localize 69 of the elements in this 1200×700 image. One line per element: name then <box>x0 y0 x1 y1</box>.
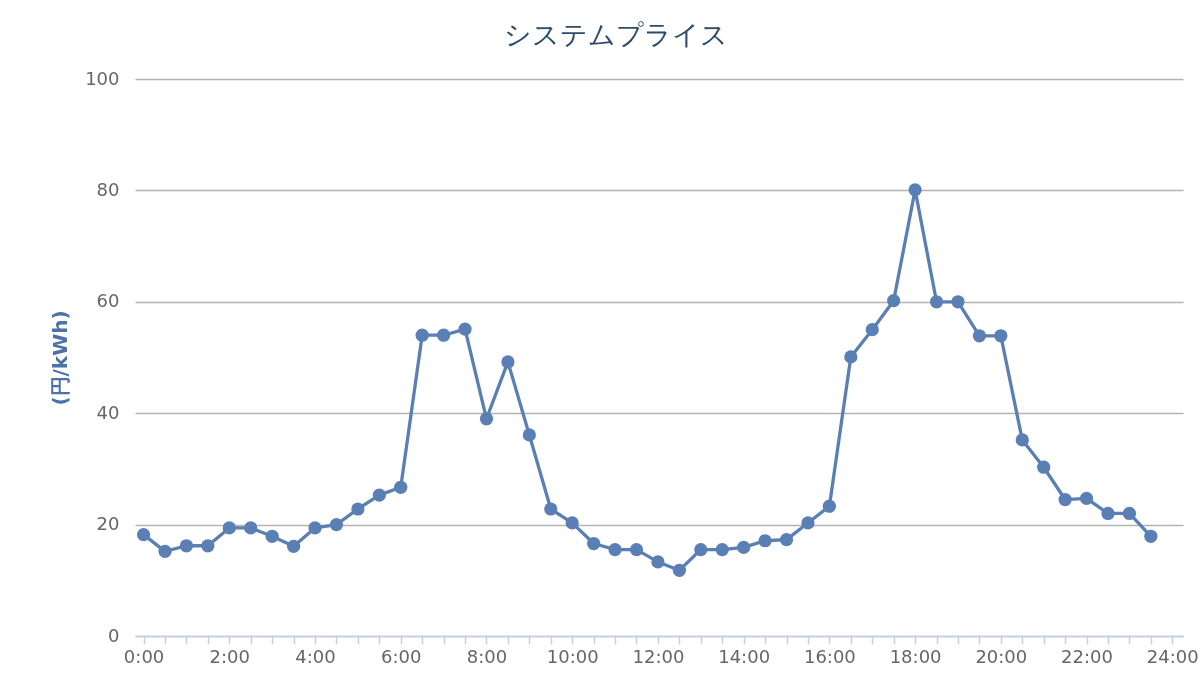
point <box>201 539 215 553</box>
point <box>1015 433 1029 447</box>
x-tick-label: 12:00 <box>632 645 685 667</box>
point <box>587 536 601 551</box>
point <box>822 499 836 513</box>
y-tick-label: 40 <box>96 401 120 423</box>
x-tick-label: 10:00 <box>546 645 599 667</box>
point <box>158 544 172 558</box>
chart-title: システムプライス <box>504 19 729 50</box>
point <box>608 543 622 557</box>
x-tick-label: 0:00 <box>123 645 165 667</box>
point <box>1058 492 1072 507</box>
x-tick-label: 24:00 <box>1146 645 1199 667</box>
point <box>865 323 879 337</box>
point <box>136 528 151 542</box>
point <box>1079 491 1094 506</box>
point <box>672 563 686 577</box>
point <box>394 480 408 494</box>
y-tick-label: 80 <box>96 178 120 200</box>
point <box>501 355 515 369</box>
point <box>222 521 236 535</box>
point <box>908 183 922 197</box>
point <box>779 533 794 547</box>
point <box>694 543 708 557</box>
x-tick-label: 14:00 <box>718 645 771 667</box>
point <box>244 521 258 535</box>
point <box>1101 506 1115 521</box>
x-tick-label: 18:00 <box>889 645 942 667</box>
point <box>1144 529 1158 543</box>
y-axis-title: (円/kWh) <box>48 310 73 406</box>
point <box>951 295 965 309</box>
point <box>372 488 386 502</box>
point <box>522 428 536 442</box>
point <box>544 502 558 516</box>
point <box>629 543 644 557</box>
x-tick-label: 4:00 <box>295 645 336 667</box>
x-tick-label: 16:00 <box>803 645 856 667</box>
point <box>415 328 429 342</box>
point <box>929 295 944 309</box>
x-tick-label: 8:00 <box>466 645 508 667</box>
y-tick-label: 100 <box>85 67 120 89</box>
point <box>286 539 301 553</box>
point <box>1122 506 1137 521</box>
point <box>437 328 451 342</box>
point <box>565 516 579 530</box>
point <box>1037 460 1051 474</box>
point <box>758 534 772 548</box>
x-tick-label: 6:00 <box>381 645 422 667</box>
y-tick-label: 60 <box>96 290 120 312</box>
y-tick-label: 20 <box>96 513 120 535</box>
point <box>479 412 494 426</box>
point <box>265 529 279 543</box>
point <box>458 322 472 336</box>
point <box>972 329 987 343</box>
point <box>801 516 815 530</box>
x-tick-label: 22:00 <box>1061 645 1113 667</box>
x-tick-label: 2:00 <box>209 645 251 667</box>
y-tick-label: 0 <box>108 624 120 646</box>
point <box>994 329 1008 343</box>
point <box>651 555 665 569</box>
point <box>179 539 194 553</box>
point <box>329 518 344 532</box>
point <box>887 294 901 308</box>
point <box>351 502 365 516</box>
point <box>715 543 729 557</box>
point <box>737 540 751 555</box>
point <box>308 521 322 535</box>
point <box>844 350 858 364</box>
x-tick-label: 20:00 <box>975 645 1028 667</box>
